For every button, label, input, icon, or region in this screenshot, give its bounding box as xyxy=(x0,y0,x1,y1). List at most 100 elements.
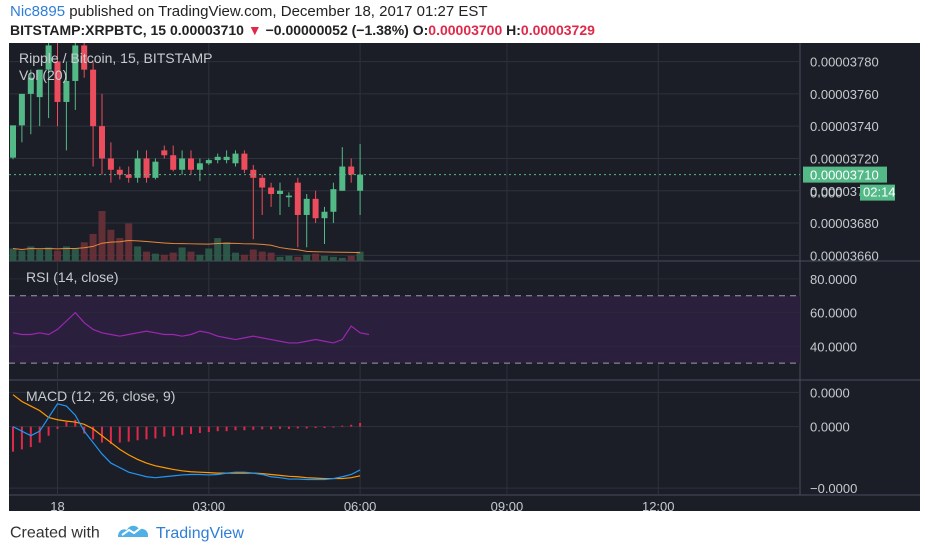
candle-body xyxy=(188,158,194,170)
macd-histogram-bar xyxy=(29,426,32,448)
countdown-label: 02:14 xyxy=(863,185,896,200)
candle-body xyxy=(223,156,230,161)
candle-body xyxy=(277,190,283,194)
volume-bar xyxy=(338,257,346,261)
volume-bar xyxy=(71,248,79,261)
volume-bar xyxy=(169,252,177,261)
footer: Created with TradingView xyxy=(10,522,244,545)
volume-bar xyxy=(116,238,124,261)
candle-body xyxy=(330,189,337,212)
created-with-text: Created with xyxy=(10,524,100,542)
candle-body xyxy=(205,160,212,164)
macd-histogram-bar xyxy=(181,426,184,435)
volume-bar xyxy=(214,238,222,261)
macd-histogram-bar xyxy=(109,426,112,444)
rsi-band xyxy=(9,295,800,364)
candle-body xyxy=(339,166,346,191)
volume-bar xyxy=(45,247,53,261)
candle-body xyxy=(294,182,301,215)
high-label: H: xyxy=(506,22,521,38)
last-price-tag xyxy=(803,166,887,183)
countdown-tag xyxy=(860,184,895,201)
candle-body xyxy=(152,161,159,178)
volume-bar xyxy=(62,246,70,261)
candle-body xyxy=(268,187,275,194)
candle-body xyxy=(134,158,141,178)
candle-body xyxy=(27,77,34,94)
macd-histogram-bar xyxy=(92,426,95,440)
volume-bar xyxy=(267,252,275,261)
trading-chart[interactable]: 18 03:00 06:00 09:00 12:00 0.00003780 0.000037… xyxy=(9,29,920,514)
rsi-tick-label: 80.0000 xyxy=(810,272,857,287)
price-pane-title: Ripple / Bitcoin, 15, BITSTAMP xyxy=(19,50,212,66)
macd-histogram-bar xyxy=(270,426,273,430)
chart-background xyxy=(9,43,920,511)
volume-bar xyxy=(285,255,293,261)
chart-container[interactable]: 18 03:00 06:00 09:00 12:00 0.00003780 0.000037… xyxy=(9,29,920,514)
candle-body xyxy=(18,93,25,126)
macd-histogram-bar xyxy=(341,425,344,427)
volume-bar xyxy=(143,251,150,261)
tradingview-brand-link[interactable]: TradingView xyxy=(155,524,244,542)
volume-bar xyxy=(312,253,320,261)
x-tick-label: 06:00 xyxy=(344,499,377,511)
macd-histogram-bar xyxy=(38,426,41,443)
candle-body xyxy=(10,125,16,158)
macd-histogram-bar xyxy=(118,426,121,443)
last-price: 0.00003710 xyxy=(169,22,244,38)
macd-histogram-bar xyxy=(243,426,246,431)
candle-body xyxy=(81,45,88,70)
macd-histogram-bar xyxy=(172,426,175,436)
candle-body xyxy=(170,155,177,170)
price-tick-label-clipped: 0.000 xyxy=(810,186,843,201)
candle-body xyxy=(303,198,310,215)
volume-ma-line xyxy=(12,239,361,254)
macd-tick-label: 0.0000 xyxy=(810,420,850,435)
volume-bar xyxy=(196,254,204,261)
volume-bar xyxy=(223,242,231,261)
volume-bar xyxy=(98,211,106,261)
volume-bar xyxy=(347,255,355,261)
rsi-line xyxy=(12,311,370,344)
macd-pane-title: MACD (12, 26, close, 9) xyxy=(26,388,175,404)
volume-bar xyxy=(36,249,44,261)
volume-bar xyxy=(151,253,159,261)
macd-histogram-bar xyxy=(234,426,237,431)
publisher-line: Nic8895 published on TradingView.com, De… xyxy=(10,3,488,20)
macd-histogram-bar xyxy=(12,426,14,452)
macd-histogram-bar xyxy=(305,426,308,429)
candle-body xyxy=(143,158,150,178)
volume-bar xyxy=(294,256,302,261)
rsi-tick-label: 60.0000 xyxy=(810,306,857,321)
macd-histogram-bar xyxy=(252,426,255,430)
candle-body xyxy=(107,158,114,170)
publisher-username[interactable]: Nic8895 xyxy=(10,3,66,20)
volume-bar xyxy=(89,233,97,261)
macd-histogram-bar xyxy=(296,426,299,429)
volume-bar xyxy=(9,248,17,261)
candle-body xyxy=(161,150,168,156)
macd-histogram-bar xyxy=(127,426,130,442)
x-tick-label: 12:00 xyxy=(642,499,675,511)
open-value: 0.00003700 xyxy=(428,22,503,38)
volume-bar xyxy=(356,251,364,261)
macd-histogram-bar xyxy=(47,426,50,436)
volume-bar xyxy=(107,229,115,261)
candle-body xyxy=(285,195,292,198)
macd-histogram-bar xyxy=(145,426,148,440)
price-tick-label: 0.00003760 xyxy=(810,87,879,102)
volume-bar xyxy=(303,254,311,261)
macd-histogram-bar xyxy=(323,426,326,428)
rsi-tick-label: 40.0000 xyxy=(810,339,857,354)
volume-bar xyxy=(125,223,133,261)
macd-histogram-bar xyxy=(74,419,77,427)
macd-histogram-bar xyxy=(261,426,264,430)
candle-body xyxy=(357,174,364,191)
volume-bar xyxy=(160,254,168,261)
rsi-pane-title: RSI (14, close) xyxy=(26,269,119,285)
volume-bar xyxy=(258,251,266,261)
macd-histogram-bar xyxy=(332,426,335,428)
macd-histogram-bar xyxy=(163,426,166,437)
high-value: 0.00003729 xyxy=(520,22,595,38)
change-down-icon: ▼ xyxy=(247,22,262,38)
